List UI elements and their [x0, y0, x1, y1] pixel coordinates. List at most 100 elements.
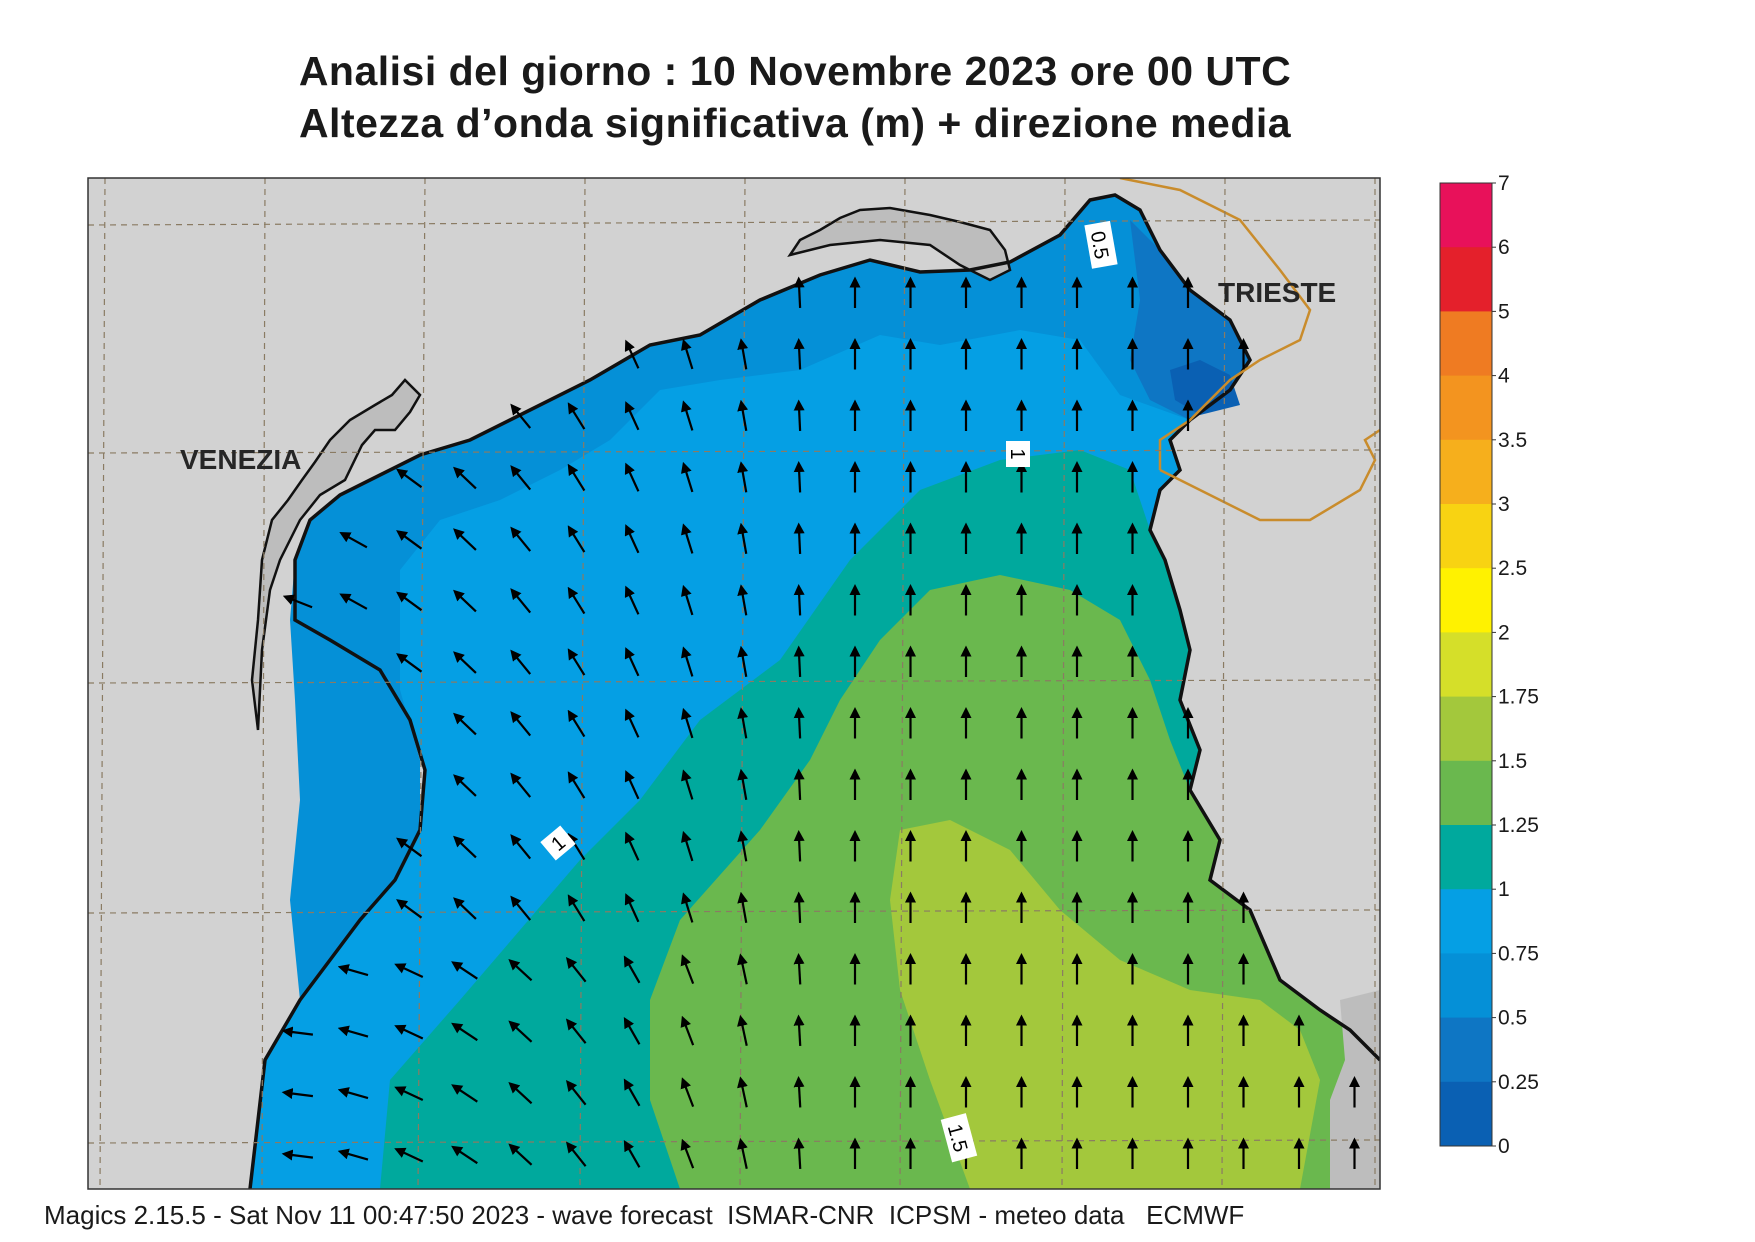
wave-direction-arrow [453, 712, 477, 736]
wave-direction-arrow [793, 953, 805, 985]
colorbar-tick-label: 0.5 [1498, 1007, 1527, 1030]
wave-direction-arrows [281, 276, 1360, 1170]
wave-direction-arrow [737, 338, 749, 370]
wave-direction-arrow [681, 461, 694, 493]
wave-direction-arrow [623, 955, 641, 984]
wave-direction-arrow [737, 522, 749, 554]
coastline [248, 193, 1380, 1189]
wave-direction-arrow [793, 1137, 805, 1170]
wave-direction-arrow [681, 707, 694, 739]
wave-direction-arrow [623, 1078, 641, 1107]
wave-direction-arrow [282, 594, 313, 609]
wave-direction-arrow [396, 837, 423, 858]
colorbar-tick-label: 1.5 [1498, 750, 1527, 773]
wave-direction-arrow [453, 466, 477, 490]
wave-direction-arrow [624, 647, 640, 677]
wave-direction-arrow [337, 964, 369, 977]
wave-direction-arrow [453, 897, 477, 920]
wave-direction-arrow [737, 645, 749, 677]
wave-direction-arrow [565, 957, 587, 983]
wave-direction-arrow [793, 584, 805, 616]
wave-direction-arrow [337, 1025, 369, 1038]
wave-direction-arrow [394, 1086, 424, 1101]
wave-direction-arrow [680, 954, 695, 985]
wave-direction-arrow [623, 1016, 641, 1045]
colorbar-tick-label: 1.75 [1498, 686, 1539, 709]
wave-direction-arrow [624, 524, 640, 554]
wave-direction-arrow [394, 1024, 424, 1040]
wave-direction-arrow [394, 963, 424, 978]
wave-direction-arrow [681, 769, 694, 800]
wave-direction-arrow [451, 1145, 478, 1165]
wave-direction-arrow [624, 770, 640, 800]
wave-direction-arrow [793, 707, 805, 739]
colorbar-tick-label: 1 [1498, 878, 1510, 901]
grado-lagoon [790, 208, 1010, 280]
wave-direction-arrow [453, 835, 477, 859]
wave-direction-arrow [793, 645, 805, 678]
colorbar: 7 6 5 4 3.5 3 2.5 2 1.75 1.5 1.25 1 0.75 0.5 0.25 0 [1439, 172, 1539, 1158]
wave-direction-arrow [567, 709, 586, 738]
wave-direction-arrow [339, 593, 368, 610]
wave-direction-arrow [681, 523, 694, 554]
wave-direction-arrow [510, 465, 532, 491]
wave-direction-arrow [737, 891, 749, 923]
colorbar-tick-label: 5 [1498, 300, 1510, 323]
wave-direction-arrow [339, 532, 368, 549]
colorbar-tick-label: 3 [1498, 493, 1510, 516]
map-frame [87, 177, 1381, 1190]
wave-direction-arrow [737, 1137, 748, 1169]
wave-direction-arrow [394, 1147, 424, 1163]
wave-direction-arrow [793, 399, 805, 432]
wave-direction-arrow [737, 399, 749, 431]
wave-direction-arrow [567, 771, 586, 799]
wave-direction-arrow [510, 711, 532, 737]
wave-direction-arrow [508, 1020, 533, 1043]
wave-direction-arrow [737, 830, 749, 862]
svg-text:1: 1 [1006, 448, 1028, 459]
wave-direction-arrow [565, 1018, 587, 1044]
colorbar-tick-label: 4 [1498, 365, 1510, 388]
wave-direction-arrow [453, 528, 477, 551]
wave-direction-arrow [451, 1084, 478, 1103]
wave-direction-arrow [737, 953, 748, 985]
wave-direction-arrow [281, 1149, 314, 1161]
contour-label-0-5: 0.5 [1084, 220, 1118, 269]
wave-direction-arrow [624, 708, 640, 738]
wave-direction-arrow [793, 1014, 805, 1047]
contour-label-1-5: 1.5 [940, 1113, 978, 1163]
wave-direction-arrow [396, 468, 423, 489]
colorbar-tick-label: 0.75 [1498, 942, 1539, 965]
colorbar-tick-label: 7 [1498, 172, 1510, 195]
colorbar-segment [1440, 760, 1492, 826]
colorbar-tick-label: 2.5 [1498, 557, 1527, 580]
wave-direction-arrow [567, 402, 586, 430]
colorbar-segment [1440, 696, 1492, 762]
colorbar-tick-label: 2 [1498, 621, 1510, 644]
wave-direction-arrow [793, 276, 805, 309]
wave-direction-arrow [451, 1022, 478, 1042]
wave-direction-arrow [737, 707, 749, 739]
colorbar-segment [1440, 247, 1492, 312]
venice-lagoon [252, 380, 420, 730]
wave-direction-arrow [737, 768, 749, 800]
wave-direction-arrow [396, 591, 423, 612]
colorbar-segment [1440, 439, 1492, 505]
wave-direction-arrow [565, 1080, 587, 1106]
wave-direction-arrow [624, 831, 640, 861]
map-title: Analisi del giorno : 10 Novembre 2023 or… [298, 48, 1292, 94]
colorbar-tick-label: 0 [1498, 1135, 1510, 1158]
wave-direction-arrow [453, 651, 477, 674]
colorbar-segment [1440, 1017, 1492, 1083]
wave-direction-arrow [624, 893, 640, 923]
wave-direction-arrow [680, 1138, 695, 1169]
wave-direction-arrow [737, 584, 749, 616]
wave-direction-arrow [567, 525, 586, 553]
wave-direction-arrow [567, 648, 586, 676]
wave-direction-arrow [567, 894, 586, 922]
colorbar-tick-label: 3.5 [1498, 429, 1527, 452]
wave-direction-arrow [681, 338, 694, 370]
wave-direction-arrow [510, 895, 532, 921]
wave-direction-arrow [681, 584, 694, 616]
wave-direction-arrow [624, 585, 640, 615]
